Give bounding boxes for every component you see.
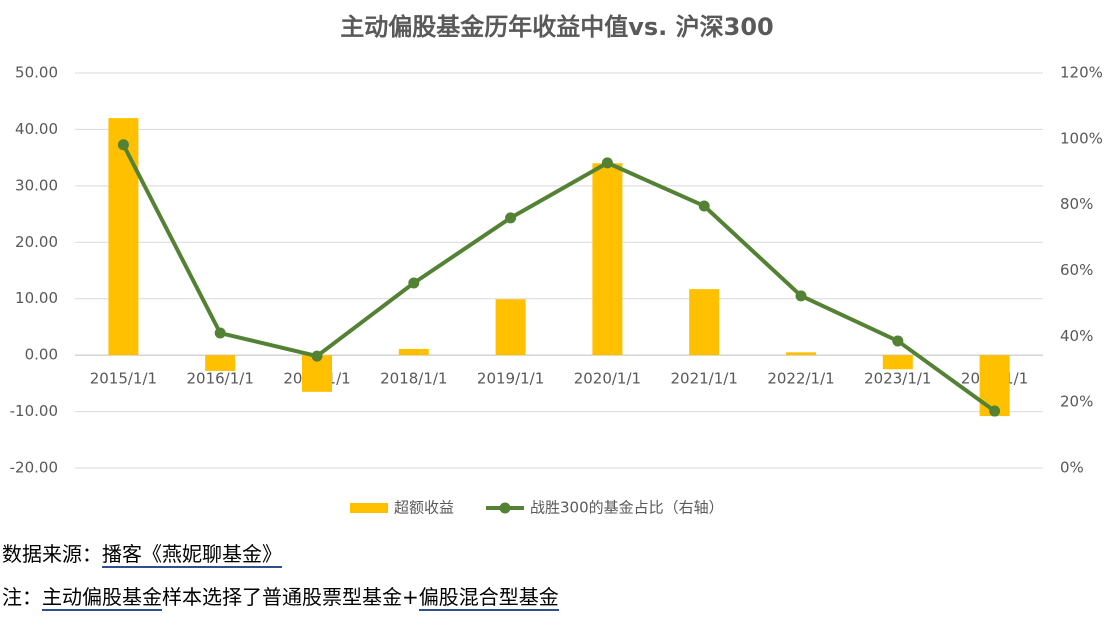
- y2-tick-label: 40%: [1060, 327, 1093, 345]
- y-tick-label: 50.00: [15, 64, 58, 82]
- point: [795, 290, 807, 302]
- point: [892, 335, 904, 347]
- note-text: 数据来源：: [2, 542, 102, 566]
- legend-swatch: [499, 502, 511, 514]
- y2-tick-label: 120%: [1060, 64, 1103, 82]
- x-tick-label: 2018/1/1: [380, 370, 447, 388]
- note-text: 播客《燕妮聊基金》: [102, 542, 282, 568]
- bar: [786, 352, 816, 356]
- x-tick-label: 2021/1/1: [671, 370, 738, 388]
- y-tick-label: 30.00: [15, 176, 58, 194]
- point: [601, 157, 613, 169]
- legend-label: 战胜300的基金占比（右轴）: [530, 499, 724, 517]
- note-text: 样本选择了普通股票型基金+: [162, 585, 419, 609]
- x-tick-label: 2019/1/1: [477, 370, 544, 388]
- point: [408, 277, 420, 289]
- note-text: 偏股混合型基金: [418, 585, 559, 611]
- y2-tick-label: 20%: [1060, 393, 1093, 411]
- note-text: 注：: [2, 585, 42, 609]
- y-tick-label: 10.00: [15, 289, 58, 307]
- point: [214, 327, 226, 339]
- y2-tick-label: 100%: [1060, 129, 1103, 147]
- x-tick-label: 2020/1/1: [574, 370, 641, 388]
- x-tick-label: 2015/1/1: [90, 370, 157, 388]
- legend-label: 超额收益: [394, 499, 454, 517]
- y-tick-label: -20.00: [10, 459, 58, 477]
- bar: [592, 163, 623, 356]
- y2-tick-label: 0%: [1060, 459, 1084, 477]
- x-tick-label: 2023/1/1: [864, 370, 931, 388]
- x-tick-label: 2016/1/1: [187, 370, 254, 388]
- point: [989, 405, 1001, 417]
- note: 注：主动偏股基金样本选择了普通股票型基金+偏股混合型基金: [2, 581, 559, 611]
- point: [698, 200, 710, 212]
- point: [117, 139, 129, 151]
- y2-tick-label: 80%: [1060, 195, 1093, 213]
- y-tick-label: 20.00: [15, 233, 58, 251]
- y-tick-label: -10.00: [10, 402, 58, 420]
- bar: [882, 355, 913, 370]
- y-tick-label: 0.00: [25, 346, 58, 364]
- chart: 主动偏股基金历年收益中值vs. 沪深300 -20.00 -10.00 0.00 10…: [10, 13, 1103, 517]
- note: 数据来源：播客《燕妮聊基金》: [2, 538, 282, 568]
- y-tick-label: 40.00: [15, 120, 58, 138]
- bar: [205, 355, 236, 371]
- point: [311, 350, 323, 362]
- point: [505, 212, 517, 224]
- line: [121, 143, 996, 413]
- bar: [398, 348, 429, 356]
- bar: [495, 299, 526, 356]
- note-text: 主动偏股基金: [42, 585, 162, 611]
- chart-title: 主动偏股基金历年收益中值vs. 沪深300: [340, 13, 774, 41]
- bar: [108, 118, 139, 356]
- legend-swatch: [350, 503, 388, 513]
- y2-tick-label: 60%: [1060, 261, 1093, 279]
- x-tick-label: 2022/1/1: [767, 370, 834, 388]
- bar: [689, 289, 720, 356]
